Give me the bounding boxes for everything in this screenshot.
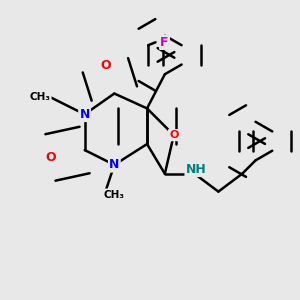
- Text: N: N: [109, 158, 119, 171]
- Text: CH₃: CH₃: [29, 92, 50, 101]
- Text: O: O: [100, 59, 111, 72]
- Text: O: O: [45, 151, 56, 164]
- Text: O: O: [169, 130, 178, 140]
- Text: F: F: [160, 36, 169, 49]
- Text: N: N: [80, 108, 90, 121]
- Text: NH: NH: [186, 163, 206, 176]
- Text: CH₃: CH₃: [104, 190, 125, 200]
